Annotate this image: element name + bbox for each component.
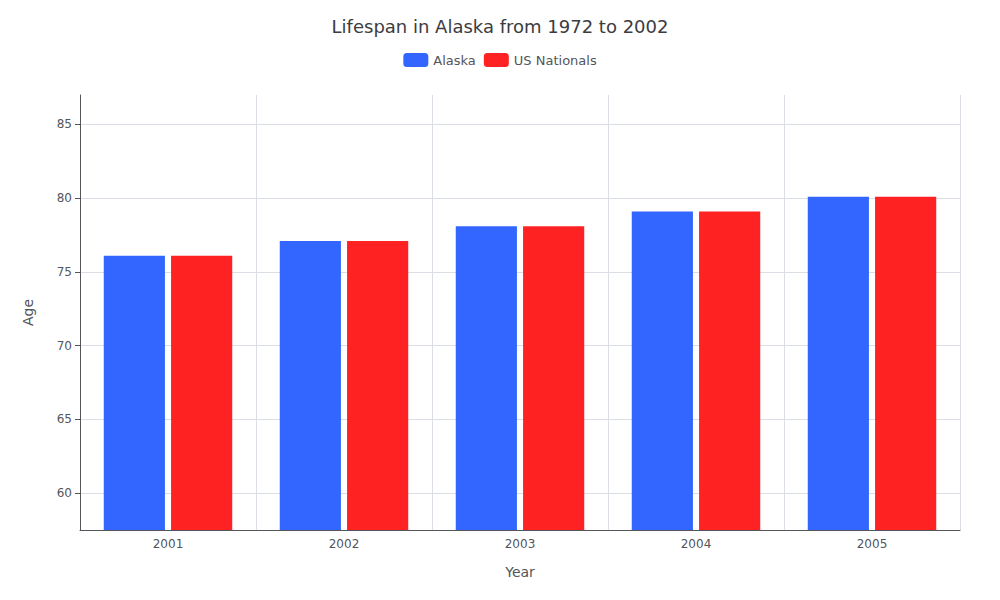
svg-text:60: 60 [57, 486, 72, 500]
svg-text:US Nationals: US Nationals [514, 53, 597, 68]
svg-text:Lifespan in Alaska from 1972 t: Lifespan in Alaska from 1972 to 2002 [332, 16, 669, 37]
svg-text:2005: 2005 [857, 537, 888, 551]
svg-text:2003: 2003 [505, 537, 536, 551]
svg-text:80: 80 [57, 191, 72, 205]
svg-text:2001: 2001 [153, 537, 184, 551]
svg-text:75: 75 [57, 265, 72, 279]
svg-text:Alaska: Alaska [433, 53, 476, 68]
svg-text:65: 65 [57, 412, 72, 426]
svg-text:2004: 2004 [681, 537, 712, 551]
svg-text:2002: 2002 [329, 537, 360, 551]
svg-text:Age: Age [20, 299, 36, 326]
svg-text:Year: Year [504, 564, 535, 580]
svg-text:70: 70 [57, 339, 72, 353]
svg-text:85: 85 [57, 117, 72, 131]
